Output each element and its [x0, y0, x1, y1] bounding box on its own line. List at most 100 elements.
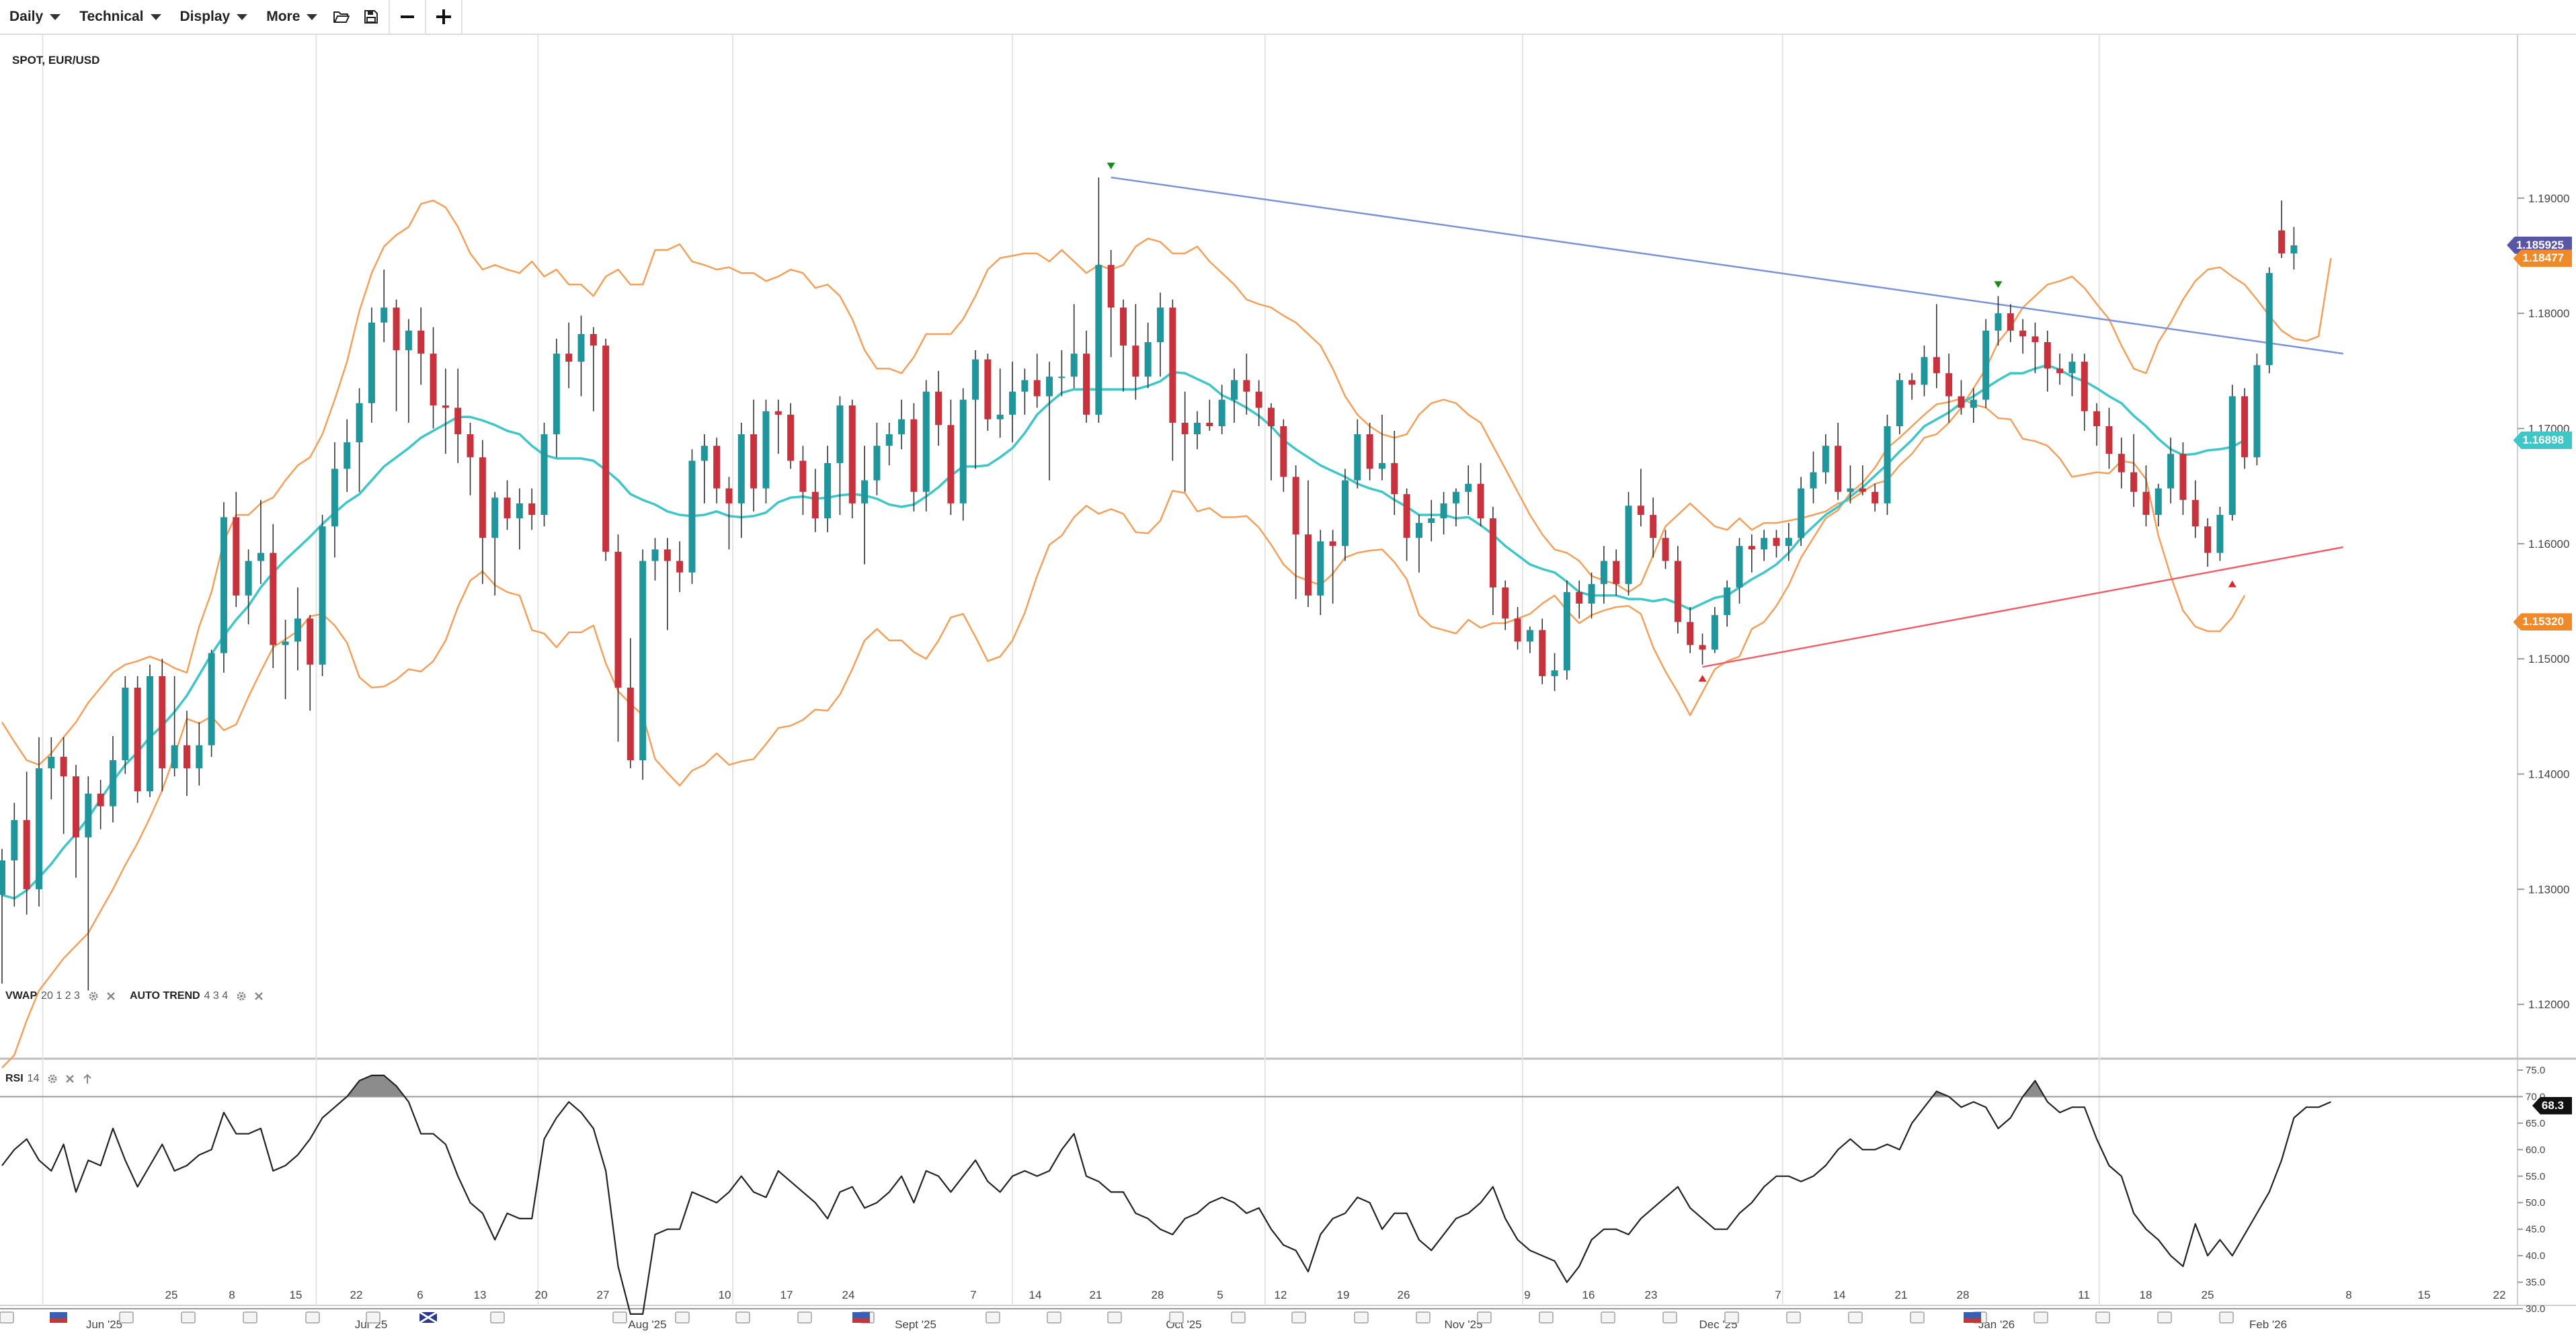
- save-icon[interactable]: [356, 0, 386, 34]
- vwap-name: VWAP: [5, 990, 38, 1002]
- candle-down: [1539, 630, 1546, 676]
- candle-down: [1489, 518, 1496, 587]
- candle-down: [1477, 483, 1484, 519]
- candle-down: [1083, 354, 1090, 415]
- candle-up: [861, 480, 869, 503]
- candle-up: [368, 322, 375, 403]
- candle-up: [1810, 472, 1817, 489]
- candle-down: [1687, 622, 1694, 645]
- candle-down: [23, 820, 30, 889]
- candle-up: [2155, 488, 2162, 515]
- close-icon[interactable]: [252, 989, 266, 1003]
- candle-down: [602, 346, 610, 552]
- candle-down: [2118, 454, 2125, 473]
- autotrend-params: 4 3 4: [204, 990, 229, 1002]
- candle-down: [1280, 426, 1287, 477]
- candle-up: [1822, 446, 1829, 473]
- x-month-tick-label: Nov '25: [1444, 1318, 1482, 1331]
- gear-icon[interactable]: [46, 1072, 59, 1086]
- gear-icon[interactable]: [87, 989, 100, 1003]
- technical-menu[interactable]: Technical: [70, 0, 170, 34]
- zoom-out-icon[interactable]: [393, 0, 422, 34]
- zoom-in-icon[interactable]: [429, 0, 458, 34]
- candle-down: [307, 618, 314, 665]
- event-marker: [305, 1311, 320, 1324]
- event-marker: [735, 1311, 750, 1324]
- candle-up: [1378, 462, 1385, 469]
- chart-canvas[interactable]: 1.190001.180001.170001.160001.150001.140…: [0, 35, 2576, 1341]
- candle-down: [1871, 491, 1879, 503]
- event-marker: [1231, 1311, 1246, 1324]
- chevron-down-icon: [150, 13, 161, 20]
- x-day-tick-label: 22: [2493, 1289, 2506, 1301]
- x-day-tick-label: 20: [535, 1289, 548, 1301]
- rsi-tick-label: 60.0: [2526, 1144, 2545, 1155]
- candle-up: [11, 820, 18, 861]
- bollinger-lower: [1, 397, 2246, 1069]
- x-day-tick-label: 25: [2202, 1289, 2214, 1301]
- symbol-label: SPOT, EUR/USD: [12, 54, 100, 67]
- x-day-tick-label: 9: [1524, 1289, 1530, 1301]
- event-marker: [612, 1311, 627, 1324]
- candle-up: [836, 405, 844, 463]
- y-tick-label: 1.15000: [2528, 653, 2569, 665]
- candle-up: [1798, 488, 1805, 538]
- close-icon[interactable]: [63, 1072, 77, 1086]
- arrow-up-icon[interactable]: [81, 1072, 94, 1086]
- candle-up: [294, 618, 301, 642]
- candle-down: [2191, 499, 2199, 527]
- x-day-tick-label: 18: [2140, 1289, 2152, 1301]
- candle-up: [1724, 587, 1731, 616]
- candle-down: [2179, 454, 2187, 500]
- candle-down: [774, 411, 782, 415]
- y-tick-label: 1.19000: [2528, 192, 2569, 205]
- y-tick-label: 1.13000: [2528, 883, 2569, 896]
- candle-up: [109, 760, 116, 807]
- event-marker: [1724, 1311, 1739, 1324]
- candle-down: [233, 517, 240, 596]
- rsi-legend: RSI 14: [5, 1072, 98, 1086]
- candle-down: [1637, 505, 1644, 515]
- candle-up: [1157, 307, 1164, 342]
- candle-down: [1243, 380, 1250, 392]
- interval-menu[interactable]: Daily: [0, 0, 70, 34]
- candle-down: [1835, 446, 1842, 492]
- candle-down: [565, 354, 573, 362]
- candle-up: [405, 330, 412, 350]
- candle-up: [0, 860, 5, 895]
- candle-down: [750, 434, 758, 489]
- candle-down: [1267, 407, 1275, 427]
- toolbar-divider: [389, 0, 391, 34]
- x-day-tick-label: 27: [597, 1289, 610, 1301]
- x-day-tick-label: 17: [780, 1289, 793, 1301]
- rsi-params: 14: [27, 1073, 40, 1084]
- candle-up: [1440, 503, 1447, 519]
- candle-down: [663, 549, 671, 561]
- rsi-overbought-fill: [2, 1075, 2331, 1097]
- candle-down: [479, 457, 486, 538]
- candle-up: [1625, 505, 1632, 584]
- resistance-trendline: [1111, 176, 2343, 355]
- candle-up: [1058, 376, 1065, 378]
- candle-down: [1120, 307, 1127, 346]
- close-icon[interactable]: [104, 989, 118, 1003]
- rsi-tick-label: 45.0: [2526, 1224, 2545, 1235]
- candle-down: [984, 359, 992, 419]
- candle-down: [2044, 341, 2051, 369]
- gear-icon[interactable]: [235, 989, 248, 1003]
- candle-down: [72, 776, 79, 838]
- candle-down: [1304, 534, 1312, 596]
- more-menu[interactable]: More: [257, 0, 327, 34]
- event-marker: [2034, 1311, 2048, 1324]
- candle-up: [356, 403, 363, 443]
- candle-up: [1884, 426, 1891, 503]
- candle-up: [2228, 396, 2236, 515]
- display-menu[interactable]: Display: [171, 0, 257, 34]
- x-day-tick-label: 5: [1217, 1289, 1223, 1301]
- x-day-tick-label: 6: [417, 1289, 423, 1301]
- event-marker: [119, 1311, 134, 1324]
- folder-open-icon[interactable]: [327, 0, 356, 34]
- candle-up: [577, 333, 585, 362]
- x-day-tick-label: 7: [970, 1289, 976, 1301]
- candle-down: [590, 333, 597, 346]
